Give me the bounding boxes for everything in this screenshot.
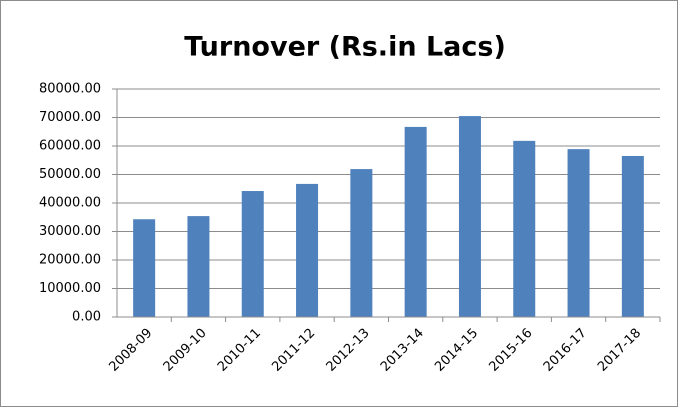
bar	[350, 169, 373, 317]
bar	[187, 216, 210, 317]
bar	[621, 155, 644, 317]
y-tick-label: 30000.00	[39, 224, 101, 239]
bar	[567, 149, 590, 317]
bar	[296, 183, 319, 317]
y-tick-label: 10000.00	[39, 281, 101, 296]
y-tick-label: 60000.00	[39, 139, 101, 154]
y-tick-label: 0.00	[72, 310, 101, 325]
y-tick-label: 80000.00	[39, 82, 101, 97]
bar	[241, 191, 264, 317]
y-tick-label: 40000.00	[39, 196, 101, 211]
bar	[133, 219, 156, 317]
bar	[513, 140, 536, 317]
bar	[458, 116, 481, 317]
bar	[404, 126, 427, 317]
y-tick-label: 50000.00	[39, 167, 101, 182]
y-tick-label: 20000.00	[39, 253, 101, 268]
chart-title: Turnover (Rs.in Lacs)	[184, 32, 506, 63]
y-tick-label: 70000.00	[39, 110, 101, 125]
